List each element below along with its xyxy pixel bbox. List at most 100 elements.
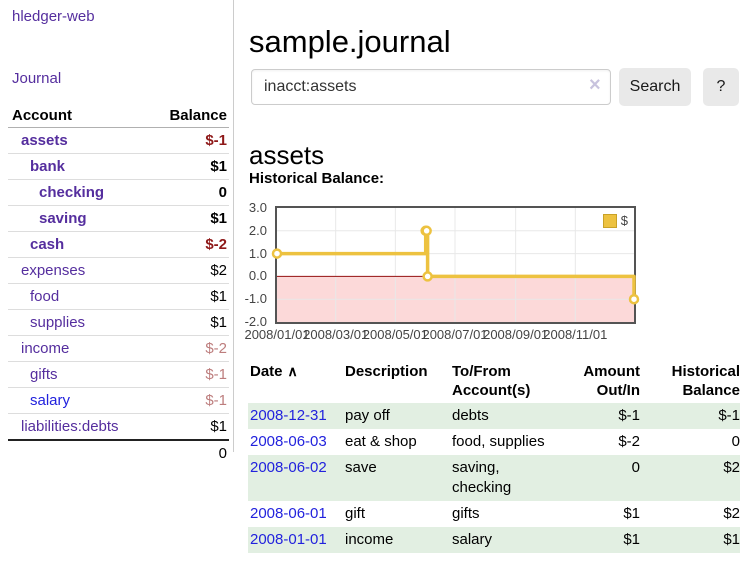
x-tick-label: 2008/07/01 xyxy=(422,327,488,342)
transaction-amount: $-1 xyxy=(618,407,640,424)
transaction-balance: $-1 xyxy=(718,407,740,424)
transaction-amount: $1 xyxy=(623,505,640,522)
transaction-row: 2008-06-03 eat & shop food, supplies $-2… xyxy=(248,429,740,455)
transaction-amount: 0 xyxy=(631,459,640,476)
transaction-date-link[interactable]: 2008-06-01 xyxy=(250,505,327,522)
account-balance: $-1 xyxy=(205,366,227,383)
account-link[interactable]: food xyxy=(30,288,60,305)
transaction-accounts: food, supplies xyxy=(452,433,545,450)
help-button[interactable]: ? xyxy=(703,68,739,106)
x-tick-label: 2008/03/01 xyxy=(303,327,369,342)
transaction-balance: $2 xyxy=(723,505,740,522)
account-balance: $1 xyxy=(210,288,227,305)
transaction-amount: $1 xyxy=(623,531,640,548)
account-link[interactable]: cash xyxy=(30,236,65,253)
transaction-accounts: debts xyxy=(452,407,489,424)
sort-ascending-icon: ∧ xyxy=(287,363,298,379)
transaction-balance: $2 xyxy=(723,459,740,476)
transaction-row: 2008-01-01 income salary $1 $1 xyxy=(248,527,740,553)
account-balance: $-2 xyxy=(205,236,227,253)
x-tick-label: 2008/01/01 xyxy=(244,327,310,342)
app-title-link[interactable]: hledger-web xyxy=(12,8,95,25)
clear-search-icon[interactable]: × xyxy=(589,74,601,96)
accounts-total-row: 0 xyxy=(8,439,229,466)
legend-swatch-icon xyxy=(602,213,617,228)
account-balance: $-2 xyxy=(205,340,227,357)
accounts-header-account: Account xyxy=(8,103,152,128)
x-tick-label: 2008/11/01 xyxy=(543,327,608,342)
transaction-accounts: salary xyxy=(452,531,493,548)
page-title: sample.journal xyxy=(249,23,451,59)
chart-legend: $ xyxy=(600,212,630,229)
transaction-description: gift xyxy=(345,505,366,522)
account-balance: $1 xyxy=(210,418,227,435)
chart-canvas xyxy=(271,208,640,322)
account-link[interactable]: income xyxy=(21,340,70,357)
account-link[interactable]: checking xyxy=(39,184,105,201)
account-heading: assets xyxy=(249,139,325,170)
transaction-accounts: saving, checking xyxy=(452,459,512,496)
transaction-description: income xyxy=(345,531,394,548)
transaction-balance: 0 xyxy=(731,433,740,450)
y-tick-label: 3.0 xyxy=(248,200,267,215)
data-point-marker xyxy=(422,271,433,282)
account-balance: $1 xyxy=(210,210,227,227)
register-header-accounts: To/From Account(s) xyxy=(452,363,531,399)
sidebar-item-journal[interactable]: Journal xyxy=(12,70,62,87)
accounts-table: Account Balance assets $-1 bank $1 xyxy=(8,103,229,466)
account-link[interactable]: bank xyxy=(30,158,66,175)
account-row: bank $1 xyxy=(8,153,229,180)
accounts-total-spacer xyxy=(8,439,152,466)
y-tick-label: -2.0 xyxy=(244,314,267,329)
register-table-body: 2008-12-31 pay off debts $-1 $-1 2008-06… xyxy=(248,403,740,553)
account-row: saving $1 xyxy=(8,205,229,232)
y-tick-label: 1.0 xyxy=(248,245,267,261)
transaction-date-link[interactable]: 2008-06-03 xyxy=(250,433,327,450)
search-button[interactable]: Search xyxy=(619,68,691,106)
account-balance: $-1 xyxy=(205,132,227,149)
historical-balance-chart: $ xyxy=(271,206,640,324)
account-link[interactable]: gifts xyxy=(30,366,58,383)
transaction-date-link[interactable]: 2008-12-31 xyxy=(250,407,327,424)
transaction-row: 2008-06-02 save saving, checking 0 $2 xyxy=(248,455,740,501)
account-link[interactable]: supplies xyxy=(30,314,86,331)
y-tick-label: 2.0 xyxy=(248,222,267,238)
account-row: checking 0 xyxy=(8,179,229,206)
account-row: cash $-2 xyxy=(8,231,229,258)
x-axis-labels: 2008/01/01 2008/03/01 2008/05/01 2008/07/01… xyxy=(244,327,634,343)
y-axis-labels: 3.0 2.0 1.0 0.0 -1.0 -2.0 xyxy=(229,200,273,329)
account-link[interactable]: salary xyxy=(30,392,71,409)
sidebar: hledger-web Journal Account Balance asse… xyxy=(0,0,234,466)
account-row: gifts $-1 xyxy=(8,361,229,388)
transaction-row: 2008-06-01 gift gifts $1 $2 xyxy=(248,501,740,527)
register-header-balance: Historical Balance xyxy=(671,363,740,399)
y-tick-label: -1.0 xyxy=(244,291,267,307)
account-row: income $-2 xyxy=(8,335,229,362)
transaction-balance: $1 xyxy=(723,531,740,548)
account-row: supplies $1 xyxy=(8,309,229,336)
y-tick-label: 0.0 xyxy=(248,268,267,284)
x-tick-label: 2008/09/01 xyxy=(483,327,549,342)
x-tick-label: 2008/05/01 xyxy=(362,327,428,342)
account-link[interactable]: assets xyxy=(21,132,68,149)
data-point-marker xyxy=(271,248,283,259)
account-balance: $2 xyxy=(210,262,227,279)
data-point-marker xyxy=(421,225,432,237)
account-balance: $-1 xyxy=(205,392,227,409)
account-link[interactable]: expenses xyxy=(21,262,86,279)
transaction-date-link[interactable]: 2008-01-01 xyxy=(250,531,327,548)
account-balance: $1 xyxy=(210,158,227,175)
data-point-marker xyxy=(628,293,640,305)
account-link[interactable]: liabilities:debts xyxy=(21,418,119,435)
transaction-description: pay off xyxy=(345,407,390,424)
transaction-date-link[interactable]: 2008-06-02 xyxy=(250,459,327,476)
account-row: expenses $2 xyxy=(8,257,229,284)
account-link[interactable]: saving xyxy=(39,210,87,227)
account-row: assets $-1 xyxy=(8,127,229,154)
search-input[interactable] xyxy=(251,69,611,105)
account-row: salary $-1 xyxy=(8,387,229,414)
chart-title: Historical Balance: xyxy=(249,170,385,187)
register-header-date[interactable]: Date ∧ xyxy=(250,363,298,380)
accounts-table-header: Account Balance xyxy=(8,103,229,128)
